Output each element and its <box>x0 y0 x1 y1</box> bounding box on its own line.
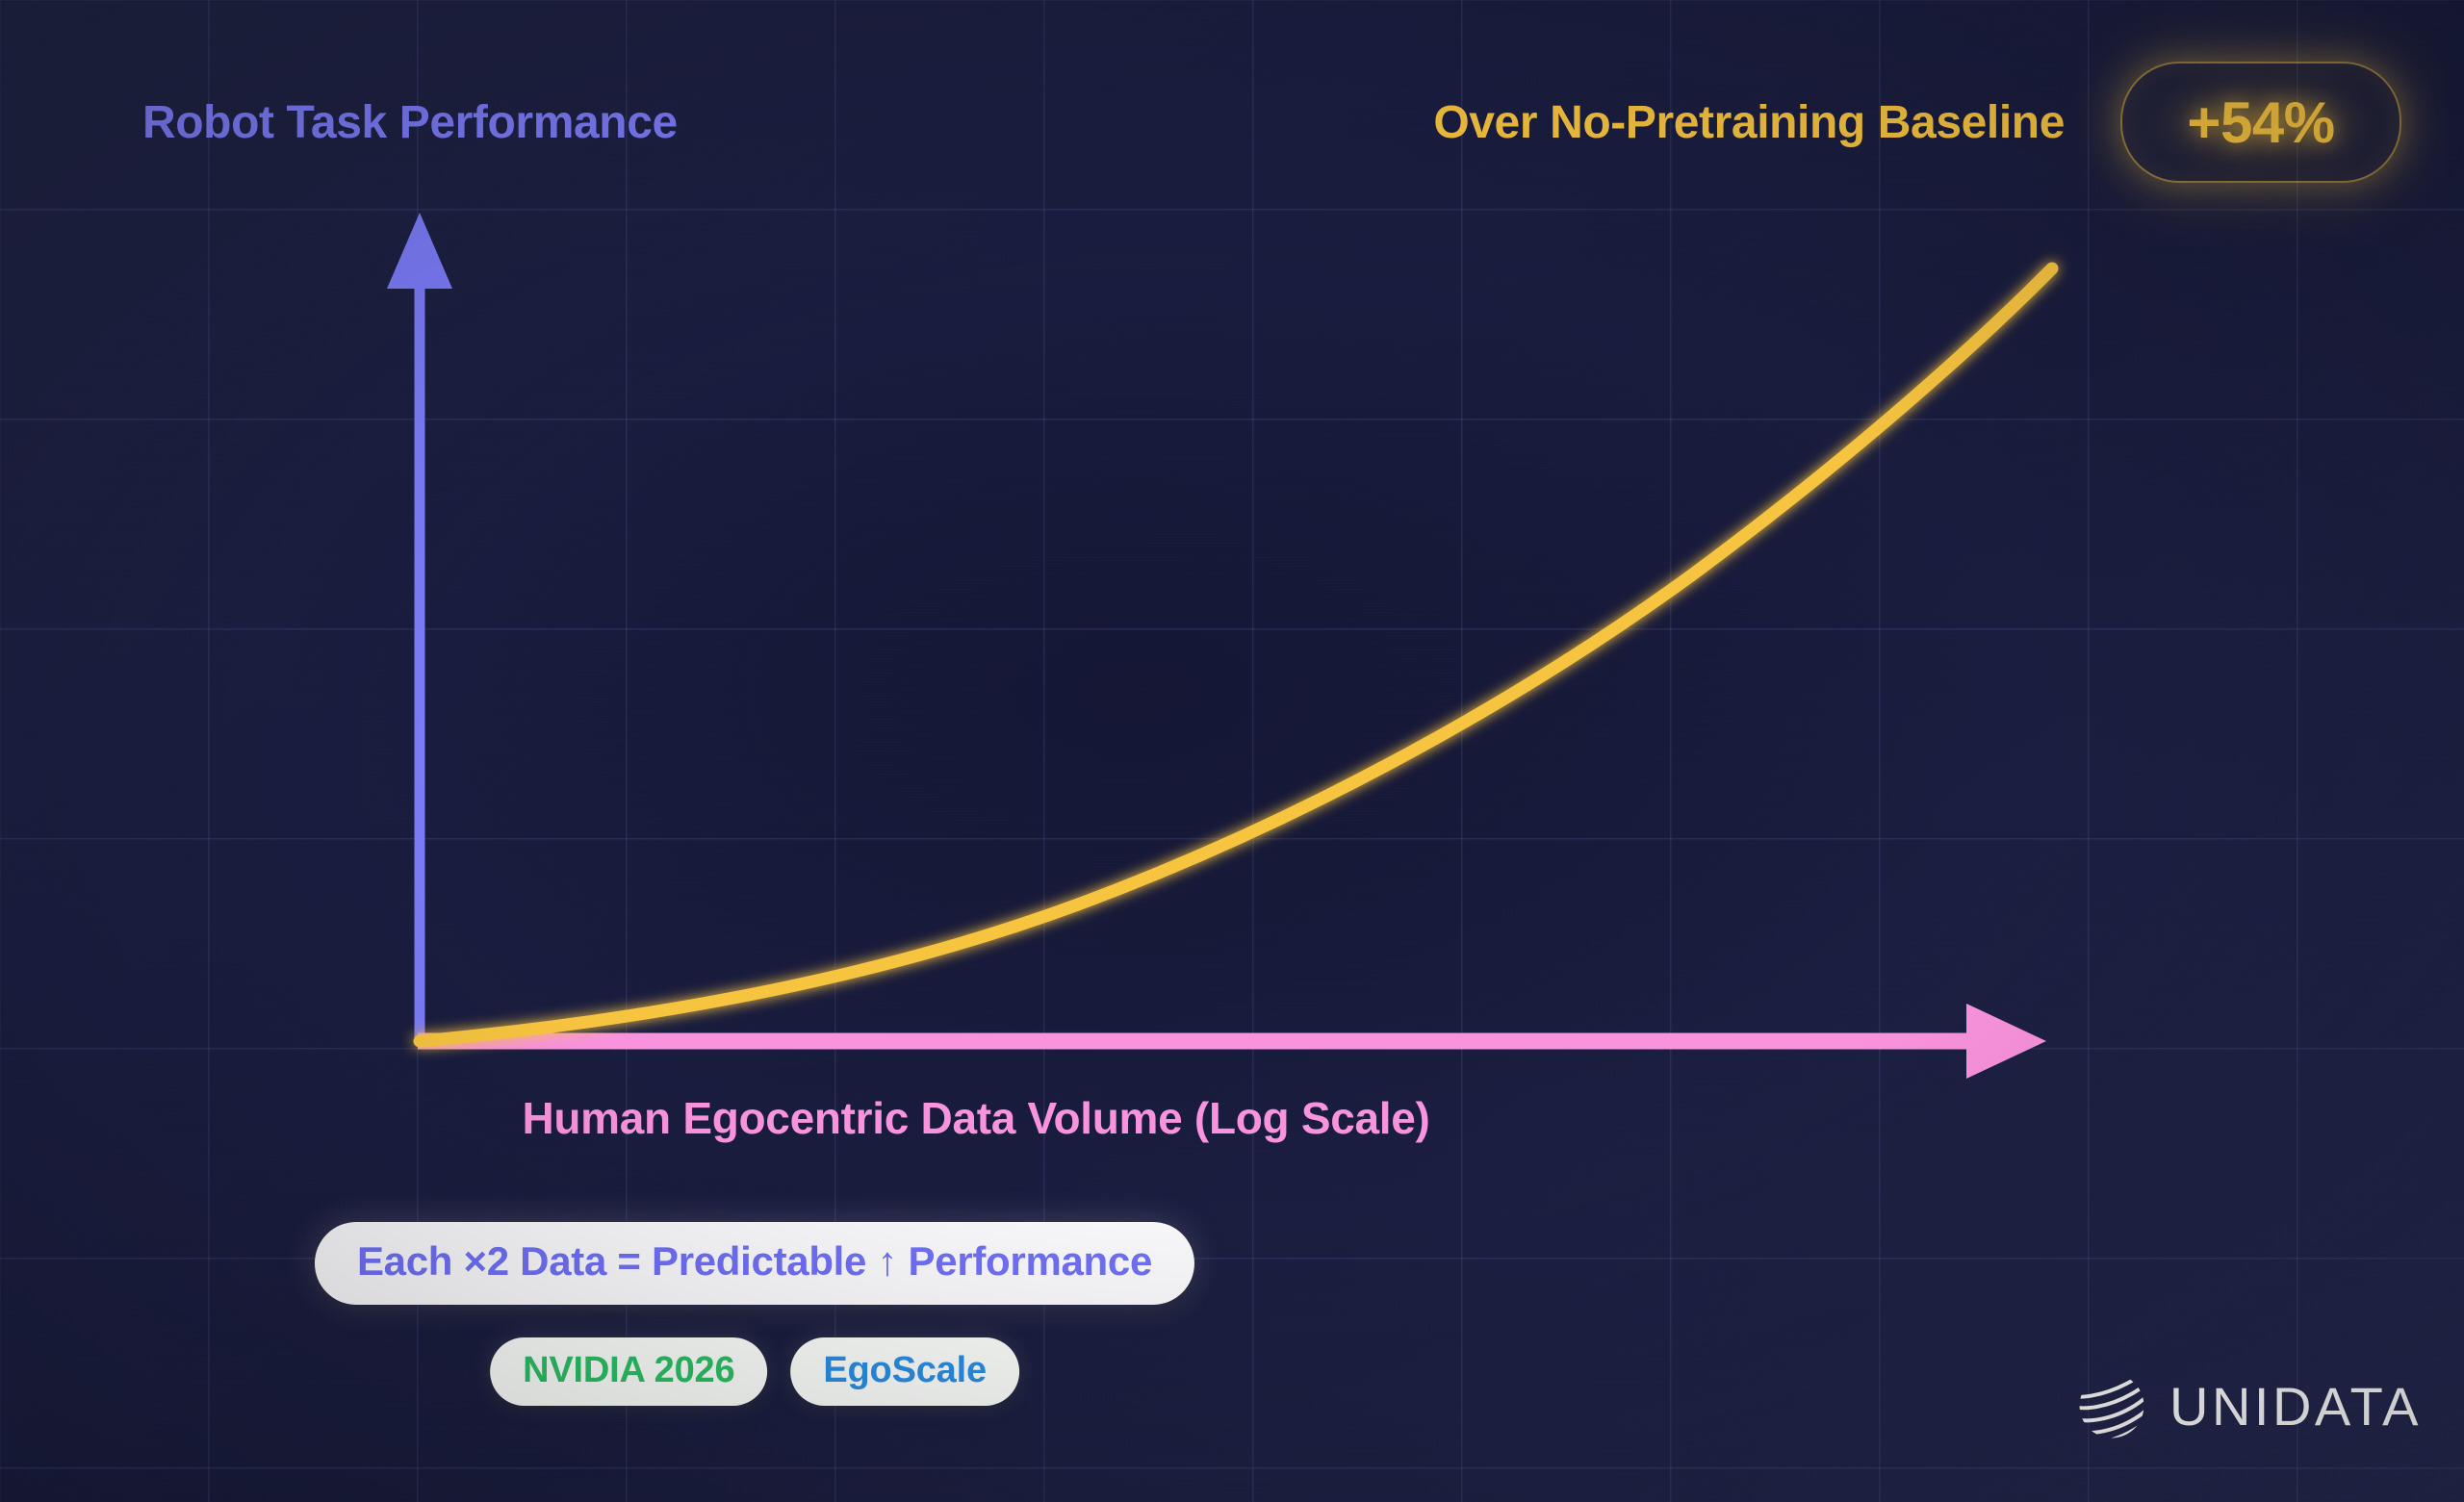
tag-nvidia-2026[interactable]: NVIDIA 2026 <box>490 1337 768 1406</box>
unidata-sphere-icon <box>2079 1373 2144 1438</box>
delta-badge: +54% <box>2120 62 2401 183</box>
tag-egoscale[interactable]: EgoScale <box>790 1337 1019 1406</box>
x-axis-title-wrap: Human Egocentric Data Volume (Log Scale) <box>0 1092 2464 1144</box>
x-axis-arrow <box>418 1004 2046 1079</box>
tag-row: NVIDIA 2026 EgoScale <box>490 1337 1019 1406</box>
unidata-wordmark: UNIDATA <box>2169 1375 2422 1437</box>
y-axis-arrow <box>387 213 452 1041</box>
brand-logo: UNIDATA <box>2075 1369 2422 1442</box>
baseline-note-label: Over No-Pretraining Baseline <box>1433 97 2065 148</box>
insight-caption-pill: Each ×2 Data = Predictable ↑ Performance <box>314 1222 1195 1305</box>
x-axis-title: Human Egocentric Data Volume (Log Scale) <box>522 1093 1430 1143</box>
y-axis-title: Robot Task Performance <box>142 97 678 148</box>
performance-curve <box>413 262 2059 1048</box>
delta-badge-label: +54% <box>2187 89 2335 155</box>
